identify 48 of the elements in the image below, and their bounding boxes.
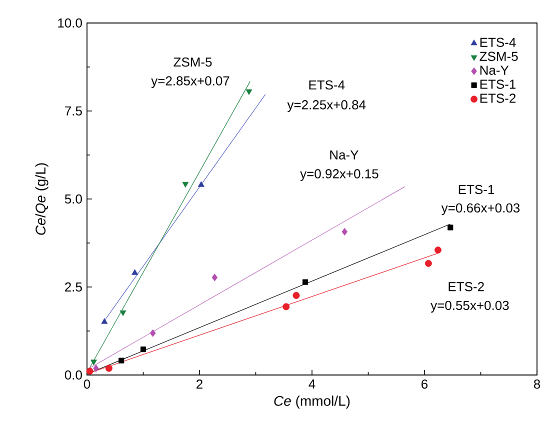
point [140,346,146,352]
annotation: ETS-4 [309,80,345,90]
point [118,358,124,364]
point [292,292,300,299]
point [448,224,454,230]
legend-label: ETS-4 [480,38,516,47]
annotation: ETS-2 [448,282,484,292]
y-tick-label: 5.0 [64,194,82,204]
point [212,274,218,282]
annotation: Na-Y [330,150,358,160]
annotation: y=0.55x+0.03 [430,300,509,313]
point [150,329,156,337]
y-axis-title: Ce/Qe (g/L) [35,163,48,235]
annotation: ZSM-5 [174,57,212,67]
annotation: ETS-1 [458,184,494,194]
point [101,318,108,324]
point [120,310,126,316]
point [434,246,442,254]
y-tick-label: 10.0 [58,18,82,28]
annotation: y=0.66x+0.03 [441,203,520,216]
x-tick-label: 0 [84,380,90,389]
x-tick-label: 4 [308,380,316,388]
point [342,228,348,236]
x-tick-label: 6 [422,380,428,389]
y-tick-label: 0.0 [64,370,82,380]
legend-label: ZSM-5 [480,52,518,61]
legend-label: Na-Y [480,66,509,75]
point [282,303,290,310]
point [132,269,138,275]
point [105,364,112,372]
point [198,181,204,187]
annotation: y=0.92x+0.15 [300,169,378,181]
point [302,279,308,285]
point [90,360,97,366]
y-tick-label: 7.5 [65,106,82,116]
annotation: y=2.85x+0.07 [151,76,230,88]
x-tick-label: 2 [196,380,202,389]
legend-label: ETS-2 [480,94,516,103]
point [182,182,189,188]
x-axis-title: Ce (mmol/L) [274,396,350,409]
point [93,364,99,372]
annotation: y=2.25x+0.84 [287,100,366,112]
x-tick-label: 8 [534,380,540,389]
point [424,260,432,267]
y-tick-label: 2.5 [65,282,82,292]
point [246,89,252,95]
legend-label: ETS-1 [480,80,516,89]
point [86,368,94,375]
